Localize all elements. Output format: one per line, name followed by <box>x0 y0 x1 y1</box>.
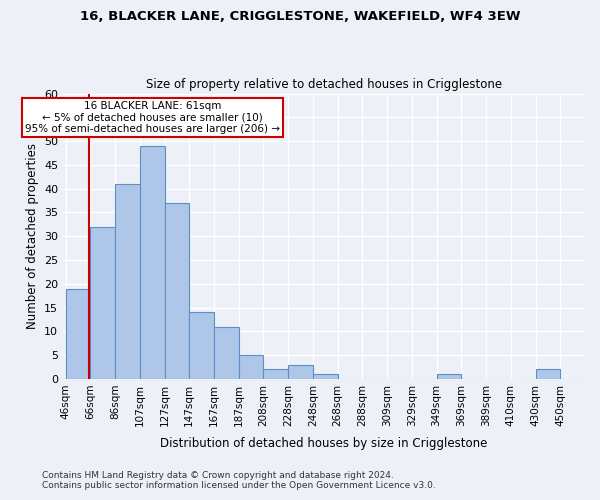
Bar <box>115 184 140 379</box>
X-axis label: Distribution of detached houses by size in Crigglestone: Distribution of detached houses by size … <box>160 437 488 450</box>
Bar <box>91 226 115 379</box>
Bar <box>536 370 560 379</box>
Bar <box>164 203 189 379</box>
Text: 16, BLACKER LANE, CRIGGLESTONE, WAKEFIELD, WF4 3EW: 16, BLACKER LANE, CRIGGLESTONE, WAKEFIEL… <box>80 10 520 23</box>
Bar <box>189 312 214 379</box>
Text: Contains HM Land Registry data © Crown copyright and database right 2024.
Contai: Contains HM Land Registry data © Crown c… <box>42 470 436 490</box>
Bar <box>288 364 313 379</box>
Text: 16 BLACKER LANE: 61sqm
← 5% of detached houses are smaller (10)
95% of semi-deta: 16 BLACKER LANE: 61sqm ← 5% of detached … <box>25 100 280 134</box>
Bar <box>239 355 263 379</box>
Bar <box>263 370 288 379</box>
Title: Size of property relative to detached houses in Crigglestone: Size of property relative to detached ho… <box>146 78 502 91</box>
Y-axis label: Number of detached properties: Number of detached properties <box>26 143 38 329</box>
Bar <box>214 326 239 379</box>
Bar <box>437 374 461 379</box>
Bar <box>313 374 338 379</box>
Bar <box>140 146 164 379</box>
Bar <box>65 288 91 379</box>
